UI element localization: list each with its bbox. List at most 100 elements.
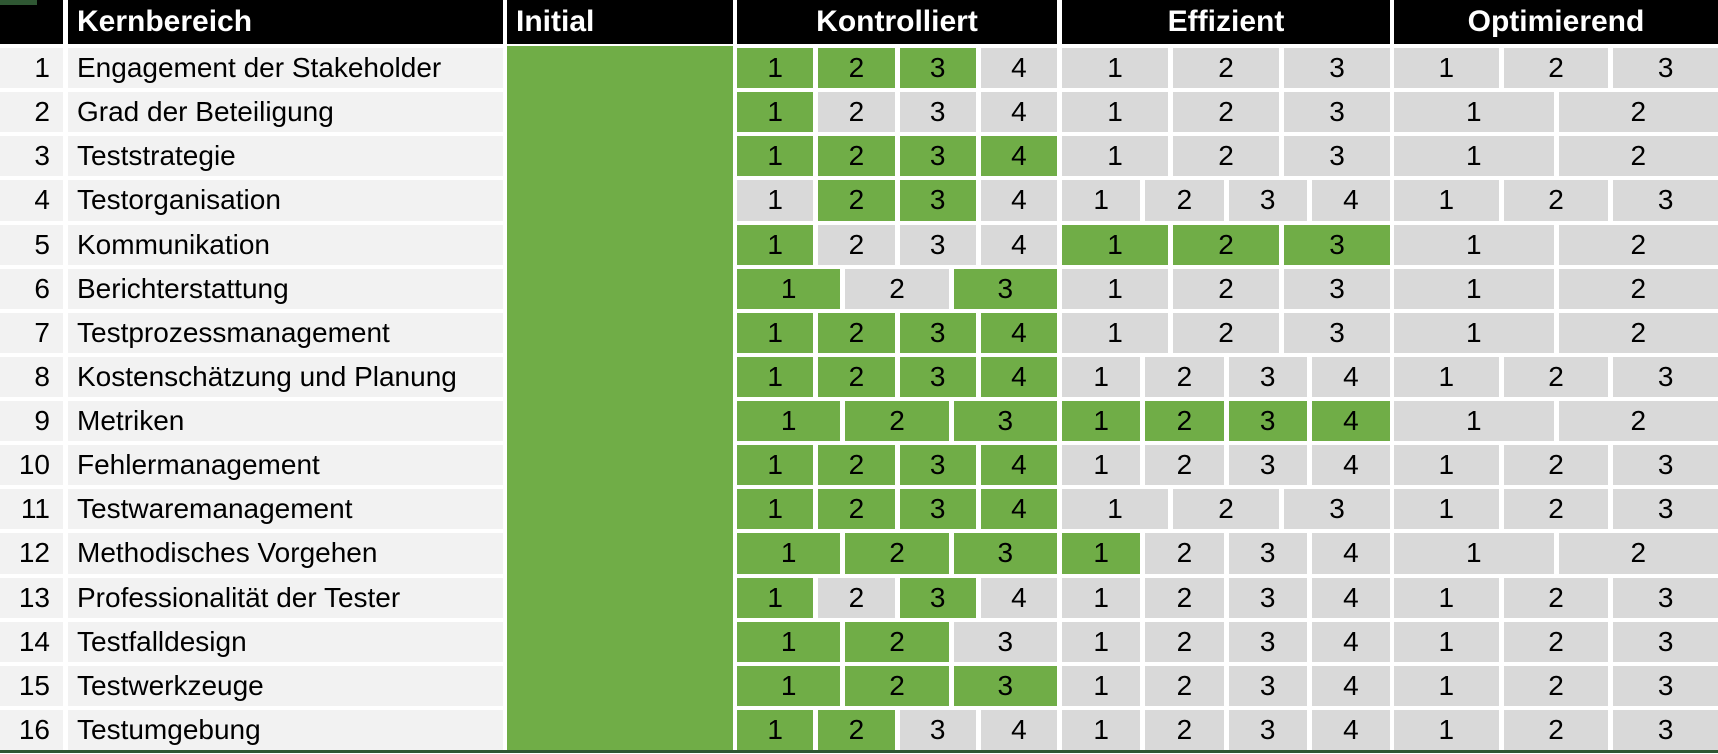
maturity-level-cell: 2 xyxy=(1173,312,1279,353)
maturity-level-cell: 2 xyxy=(818,709,895,750)
table-row: 12 Methodisches Vorgehen 1 2 3 1 2 3 4 1 2 xyxy=(0,533,1718,574)
maturity-level-cell: 1 xyxy=(1394,621,1499,662)
maturity-level-cell: 3 xyxy=(953,533,1057,574)
maturity-level-cell: 3 xyxy=(1613,180,1718,221)
row-number-cell: 3 xyxy=(0,136,63,177)
row-number-cell: 7 xyxy=(0,312,63,353)
initial-column-spacer xyxy=(507,180,733,220)
maturity-level-cell: 4 xyxy=(980,136,1057,177)
header-initial: Initial xyxy=(507,0,733,44)
initial-column-spacer xyxy=(507,666,733,706)
maturity-level-cell: 3 xyxy=(899,577,976,618)
maturity-level-cell: 3 xyxy=(1228,577,1307,618)
maturity-level-cell: 4 xyxy=(1311,356,1390,397)
maturity-level-cell: 1 xyxy=(737,268,841,309)
maturity-level-cell: 3 xyxy=(1284,312,1390,353)
maturity-level-cell: 2 xyxy=(1173,489,1279,530)
row-number-cell: 14 xyxy=(0,621,63,662)
maturity-level-cell: 2 xyxy=(1145,577,1224,618)
maturity-level-cell: 3 xyxy=(1613,445,1718,486)
maturity-level-cell: 1 xyxy=(1394,709,1499,750)
maturity-level-cell: 2 xyxy=(1558,268,1718,309)
corner-accent xyxy=(0,0,37,5)
maturity-level-cell: 3 xyxy=(1228,621,1307,662)
maturity-level-cell: 2 xyxy=(1145,445,1224,486)
maturity-level-cell: 1 xyxy=(1062,356,1141,397)
maturity-level-cell: 2 xyxy=(1145,709,1224,750)
row-label-cell: Testumgebung xyxy=(68,709,503,750)
maturity-level-cell: 1 xyxy=(1394,92,1554,133)
initial-column-spacer xyxy=(507,92,733,132)
table-row: 15 Testwerkzeuge 1 2 3 1 2 3 4 1 2 3 xyxy=(0,665,1718,706)
header-corner-cell xyxy=(0,0,63,44)
maturity-level-cell: 2 xyxy=(818,48,895,89)
maturity-level-cell: 1 xyxy=(1394,401,1554,442)
maturity-level-cell: 4 xyxy=(1311,401,1390,442)
maturity-level-cell: 1 xyxy=(737,489,814,530)
maturity-level-cell: 2 xyxy=(818,577,895,618)
initial-column-block xyxy=(507,46,733,750)
table-row: 3 Teststrategie 1 2 3 4 1 2 3 1 2 xyxy=(0,136,1718,177)
initial-column-spacer xyxy=(507,313,733,353)
maturity-level-cell: 3 xyxy=(1228,180,1307,221)
maturity-level-cell: 4 xyxy=(1311,180,1390,221)
initial-column-spacer xyxy=(507,445,733,485)
row-number-cell: 4 xyxy=(0,180,63,221)
header-kontrolliert: Kontrolliert xyxy=(737,0,1057,44)
table-row: 7 Testprozessmanagement 1 2 3 4 1 2 3 1 2 xyxy=(0,312,1718,353)
maturity-level-cell: 1 xyxy=(1062,136,1168,177)
row-label-cell: Fehlermanagement xyxy=(68,445,503,486)
row-label-cell: Kostenschätzung und Planung xyxy=(68,356,503,397)
row-label-cell: Berichterstattung xyxy=(68,268,503,309)
maturity-level-cell: 2 xyxy=(1558,533,1718,574)
maturity-level-cell: 1 xyxy=(737,401,841,442)
table-row: 11 Testwaremanagement 1 2 3 4 1 2 3 1 2 3 xyxy=(0,489,1718,530)
maturity-level-cell: 2 xyxy=(1503,180,1609,221)
maturity-level-cell: 2 xyxy=(845,533,949,574)
maturity-level-cell: 3 xyxy=(899,445,976,486)
maturity-level-cell: 1 xyxy=(1062,445,1141,486)
maturity-level-cell: 1 xyxy=(737,224,814,265)
row-number-cell: 2 xyxy=(0,92,63,133)
initial-column-spacer xyxy=(507,357,733,397)
initial-column-spacer xyxy=(507,578,733,618)
maturity-level-cell: 2 xyxy=(1503,577,1609,618)
maturity-level-cell: 2 xyxy=(818,224,895,265)
maturity-level-cell: 3 xyxy=(953,665,1057,706)
maturity-level-cell: 3 xyxy=(1284,268,1390,309)
maturity-level-cell: 1 xyxy=(1062,312,1168,353)
initial-column-spacer xyxy=(507,710,733,750)
maturity-level-cell: 2 xyxy=(818,312,895,353)
maturity-level-cell: 2 xyxy=(845,665,949,706)
row-number-cell: 1 xyxy=(0,48,63,89)
maturity-level-cell: 1 xyxy=(1062,533,1141,574)
maturity-level-cell: 1 xyxy=(1062,48,1168,89)
row-number-cell: 16 xyxy=(0,709,63,750)
maturity-level-cell: 1 xyxy=(737,356,814,397)
maturity-level-cell: 4 xyxy=(980,48,1057,89)
maturity-level-cell: 3 xyxy=(1613,48,1718,89)
maturity-level-cell: 1 xyxy=(1394,356,1499,397)
maturity-level-cell: 2 xyxy=(1145,665,1224,706)
